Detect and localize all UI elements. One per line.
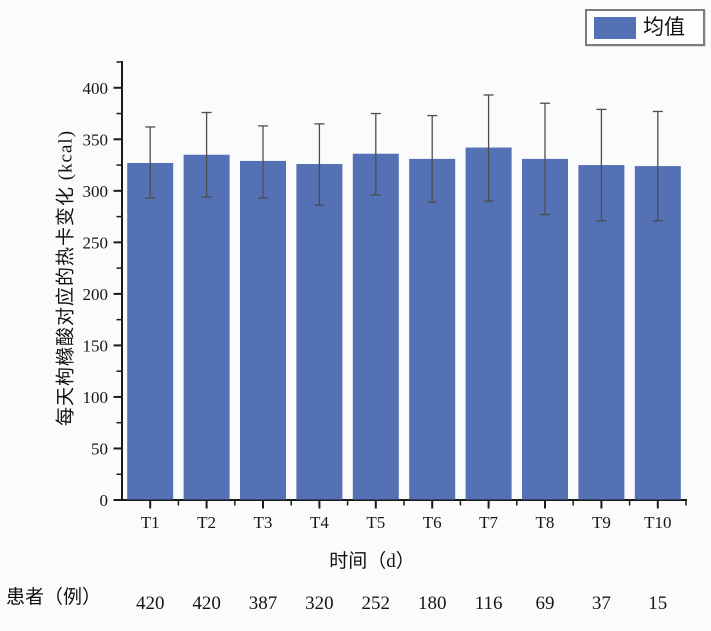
patient-count-T5: 252 [362, 593, 391, 614]
y-tick-label: 350 [83, 130, 109, 149]
x-axis-ticks [149, 501, 687, 509]
patient-values-group: 420 420 387 320 252 180 116 69 37 15 [136, 593, 667, 614]
bars-group [127, 147, 681, 500]
y-axis-ticks: 0 50 100 150 200 250 300 350 400 [83, 61, 122, 510]
patient-count-T10: 15 [648, 593, 667, 614]
patient-count-T3: 387 [249, 593, 278, 614]
patient-count-T1: 420 [136, 593, 165, 614]
x-tick-label-T1: T1 [141, 513, 160, 532]
x-tick-label-T3: T3 [254, 513, 273, 532]
x-tick-label-T6: T6 [423, 513, 442, 532]
patients-row-label: 患者（例） [6, 587, 102, 608]
bar-T6 [409, 158, 456, 500]
bar-T1 [127, 162, 174, 500]
x-tick-label-T9: T9 [592, 513, 611, 532]
x-tick-label-T5: T5 [366, 513, 385, 532]
patient-count-T9: 37 [592, 593, 611, 614]
x-tick-labels: T1 T2 T3 T4 T5 T6 T7 T8 T9 T10 [141, 513, 672, 532]
x-tick-label-T8: T8 [536, 513, 555, 532]
x-tick-label-T2: T2 [197, 513, 216, 532]
bar-T10 [634, 166, 681, 500]
x-tick-label-T7: T7 [479, 513, 498, 532]
bar-T8 [522, 158, 568, 500]
patient-count-T7: 116 [475, 593, 503, 614]
bar-T3 [240, 160, 286, 500]
x-axis-title: 时间（d） [329, 551, 415, 572]
error-bars-group [145, 94, 663, 222]
bar-T2 [183, 154, 230, 500]
y-tick-label: 150 [83, 336, 109, 355]
y-tick-label: 400 [83, 79, 109, 98]
axes-group [121, 61, 687, 501]
x-tick-label-T10: T10 [644, 513, 671, 532]
x-tick-label-T4: T4 [310, 513, 329, 532]
y-tick-label: 200 [83, 285, 109, 304]
bar-T5 [352, 153, 399, 500]
y-tick-label: 100 [83, 388, 109, 407]
bar-T7 [465, 147, 512, 500]
patient-count-T8: 69 [536, 593, 555, 614]
patient-count-T2: 420 [192, 593, 221, 614]
y-tick-label: 250 [83, 233, 109, 252]
legend-swatch-mean [594, 16, 636, 39]
patient-count-T4: 320 [305, 593, 334, 614]
y-tick-label: 0 [100, 491, 109, 510]
bar-T4 [296, 164, 343, 500]
y-tick-label: 300 [83, 182, 109, 201]
y-tick-label: 50 [91, 439, 108, 458]
patient-count-T6: 180 [418, 593, 447, 614]
legend: 均值 [585, 9, 705, 46]
legend-label: 均值 [643, 15, 685, 39]
